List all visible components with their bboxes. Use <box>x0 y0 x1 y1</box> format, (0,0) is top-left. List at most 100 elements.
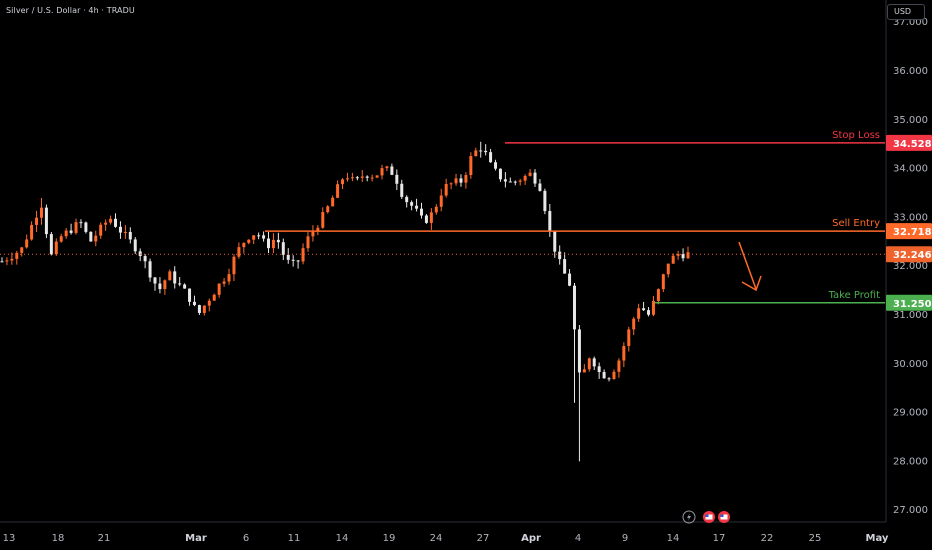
candle-body <box>143 256 147 262</box>
candle-body <box>553 230 557 252</box>
time-tick-label: 14 <box>667 533 680 544</box>
price-tick-label: 27.000 <box>893 505 928 516</box>
time-tick-label: May <box>866 533 889 544</box>
last-price-tag-label: 32.246 <box>893 250 932 261</box>
candle-body <box>276 239 280 243</box>
projection-arrow[interactable] <box>738 241 762 292</box>
candle-body <box>454 178 458 184</box>
candle-body <box>133 239 137 252</box>
candle-body <box>306 236 310 249</box>
candle-body <box>281 242 285 255</box>
candle-body <box>114 218 118 227</box>
candle-body <box>577 329 581 373</box>
candle-body <box>345 178 349 180</box>
level-sell-entry-tag[interactable] <box>886 223 932 240</box>
price-tick-label: 33.000 <box>893 212 928 223</box>
candle-body <box>548 211 552 231</box>
candle-body <box>666 263 670 275</box>
candle-body <box>74 222 78 233</box>
candle-body <box>311 231 315 237</box>
candle-body <box>54 241 58 255</box>
price-tick-label: 32.000 <box>893 261 928 272</box>
candle-body <box>474 150 478 157</box>
candle-body <box>207 300 211 306</box>
time-tick-label: 6 <box>243 533 249 544</box>
candle-body <box>597 366 601 373</box>
level-sell-entry-tag-label: 32.718 <box>893 227 932 238</box>
flag-icon-canton <box>705 514 709 517</box>
candle-body <box>656 289 660 301</box>
candle-body <box>341 179 345 185</box>
candle-body <box>523 175 527 181</box>
candle-body <box>104 222 108 225</box>
candle-body <box>202 305 206 313</box>
candle-body <box>10 258 14 261</box>
level-label-stop-loss: Stop Loss <box>832 130 880 141</box>
candle-body <box>469 156 473 176</box>
time-tick-label: Mar <box>185 533 207 544</box>
price-axis[interactable]: 27.000 28.000 29.000 30.000 31.000 32.000 33.0… <box>885 0 932 550</box>
candle-body <box>681 254 685 259</box>
last-price-tag[interactable] <box>886 246 932 263</box>
candle-body <box>365 176 369 178</box>
projection-arrow-head[interactable] <box>741 275 762 292</box>
candle-body <box>405 196 409 203</box>
price-tick-label: 28.000 <box>893 456 928 467</box>
candle-body <box>247 239 251 243</box>
candle-body <box>395 174 399 184</box>
candle-body <box>676 254 680 256</box>
time-tick-label: 14 <box>336 533 349 544</box>
level-take-profit-tag[interactable] <box>886 294 932 311</box>
candle-body <box>20 247 24 253</box>
candle-body <box>222 281 226 284</box>
event-icons[interactable] <box>682 510 730 524</box>
candle-body <box>642 308 646 311</box>
currency-button[interactable]: USD <box>887 4 925 20</box>
projection-arrow-shaft[interactable] <box>738 241 757 290</box>
candle-body <box>390 166 394 175</box>
lightning-icon-glyph <box>687 513 691 521</box>
candle-body <box>538 183 542 191</box>
candle-body <box>39 207 43 218</box>
candle-body <box>25 239 29 248</box>
level-label-sell-entry: Sell Entry <box>832 218 880 229</box>
candle-body <box>360 176 364 178</box>
candle-body <box>464 175 468 183</box>
candle-body <box>267 238 271 249</box>
candle-body <box>49 234 53 255</box>
candle-body <box>5 260 9 262</box>
candle-body <box>612 371 616 379</box>
candle-body <box>498 168 502 180</box>
level-stop-loss-tag[interactable] <box>886 134 932 151</box>
candle-body <box>158 283 162 290</box>
lightning-icon[interactable] <box>682 510 696 524</box>
candle-body <box>602 372 606 379</box>
candle-body <box>533 172 537 184</box>
candle-body <box>44 207 48 235</box>
time-tick-label: 18 <box>52 533 65 544</box>
symbol-title: Silver / U.S. Dollar · 4h · TRADU <box>6 6 135 15</box>
candle-body <box>192 301 196 306</box>
time-axis[interactable]: 13 18 21 Mar 6 11 14 19 24 27 Apr 4 9 14 17 22 25 May <box>0 521 889 544</box>
candle-body <box>415 205 419 209</box>
candle-body <box>109 218 113 223</box>
price-tick-label: 35.000 <box>893 115 928 126</box>
candle-body <box>617 360 621 372</box>
candle-body <box>449 183 453 185</box>
candle-body <box>163 280 167 290</box>
candle-body <box>30 224 34 240</box>
candle-body <box>647 310 651 315</box>
candle-body <box>188 288 192 302</box>
candle-body <box>59 236 63 242</box>
candle-body <box>316 227 320 232</box>
candle-body <box>686 252 690 259</box>
candle-body <box>434 206 438 213</box>
time-tick-label: 9 <box>622 533 628 544</box>
candle-body <box>622 345 626 361</box>
candle-body <box>321 212 325 228</box>
candle-body <box>572 285 576 330</box>
candle-body <box>178 283 182 285</box>
candle-body <box>118 226 122 233</box>
candle-body <box>183 284 187 289</box>
